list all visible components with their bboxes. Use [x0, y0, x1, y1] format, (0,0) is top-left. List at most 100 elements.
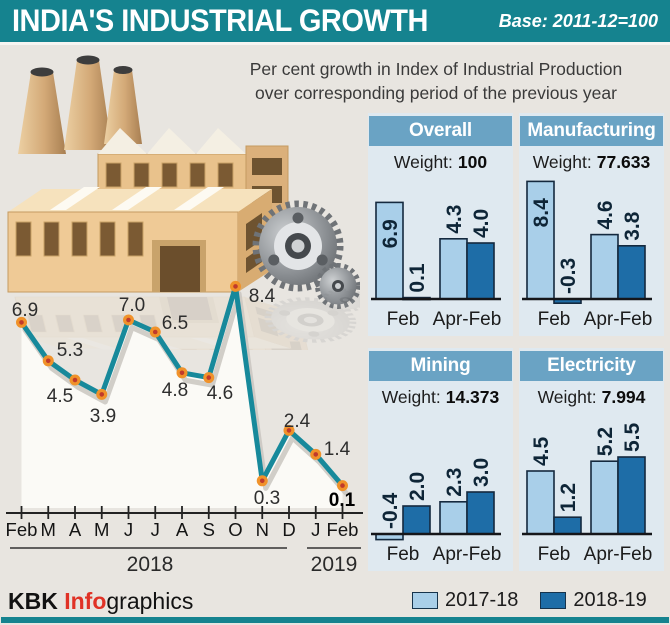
bar-2017-18-Feb — [375, 201, 404, 300]
window — [43, 221, 60, 257]
data-point-label: 7.0 — [119, 295, 145, 316]
legend-swatch — [540, 592, 567, 609]
data-point-center — [179, 370, 185, 376]
category-label: Apr-Feb — [433, 309, 502, 330]
bar-value-label: 1.2 — [557, 483, 580, 512]
month-label: J — [151, 519, 160, 540]
chimney-top — [30, 67, 54, 77]
credit-info: Info — [64, 588, 107, 614]
bar-2018-19-Apr-Feb — [466, 242, 495, 300]
bar-value-label: 8.4 — [530, 198, 553, 228]
bar-2017-18-Apr-Feb — [590, 460, 619, 535]
bar-2018-19-Feb — [402, 505, 431, 535]
credit-kbk: KBK — [8, 588, 58, 614]
panel-bar-chart: 6.90.1 Feb 4.3 4.0 Apr-Feb — [371, 201, 502, 330]
data-point-label: 5.3 — [57, 340, 83, 361]
panel-bar-chart: 4.51.2 Feb 5.2 5.5 Apr-Feb — [522, 422, 653, 565]
category-label: Feb — [387, 544, 420, 565]
bar-2017-18-Feb — [526, 470, 555, 535]
data-point-label: 4.6 — [207, 383, 233, 404]
bar-2017-18-Apr-Feb — [439, 238, 468, 300]
year-label: 2019 — [311, 553, 358, 576]
data-point-label: 0.3 — [254, 488, 280, 509]
panel-title: Mining — [369, 351, 512, 381]
category-label: Apr-Feb — [584, 544, 653, 565]
panel-title: Electricity — [520, 351, 663, 381]
data-point-label: 8.4 — [249, 286, 276, 307]
panel-weight: Weight: 7.994 — [519, 381, 664, 408]
bottom-strip — [1, 617, 669, 623]
roof-tooth — [147, 128, 196, 154]
month-label: A — [69, 519, 82, 540]
legend-item-2017-18: 2017-18 — [412, 589, 518, 612]
monthly-growth-line-chart: 6.9 5.3 4.5 3.9 7.0 6.5 4.8 4.6 8.4 0.3 2.4 1.4 0.1 F… — [6, 280, 363, 576]
bar-value-label: 2.0 — [406, 472, 429, 501]
bar-value-label: 4.0 — [470, 209, 493, 238]
category-label: Apr-Feb — [584, 309, 653, 330]
bar-value-label: 4.3 — [443, 205, 466, 234]
credit: KBK Infographics — [8, 588, 193, 615]
weight-value: 77.633 — [596, 152, 651, 172]
credit-graphics: graphics — [106, 588, 194, 614]
bar-2018-19-Feb — [553, 516, 582, 535]
door — [160, 246, 200, 292]
month-label: M — [41, 519, 56, 540]
bar-value-label: 6.9 — [379, 219, 402, 248]
category-label: Apr-Feb — [433, 544, 502, 565]
gear-icon — [252, 200, 344, 292]
panel-weight: Weight: 14.373 — [368, 381, 513, 408]
panel-title: Overall — [369, 116, 512, 146]
page-title: INDIA'S INDUSTRIAL GROWTH — [12, 2, 428, 39]
window — [99, 221, 116, 257]
category-label: Feb — [538, 309, 571, 330]
subtitle-line-2: over corresponding period of the previou… — [255, 83, 617, 103]
month-label: M — [94, 519, 109, 540]
legend-item-2018-19: 2018-19 — [540, 589, 647, 612]
subtitle-line-1: Per cent growth in Index of Industrial P… — [249, 59, 623, 79]
legend-label: 2017-18 — [445, 589, 519, 611]
chimney-icon — [64, 60, 112, 150]
weight-label: Weight: — [393, 152, 453, 172]
data-point-center — [206, 375, 212, 380]
chimney-top — [76, 55, 100, 65]
bar-2018-19-Apr-Feb — [617, 245, 646, 300]
data-point-label: 4.8 — [162, 380, 188, 401]
data-point-center — [19, 320, 24, 325]
bar-value-label: 5.5 — [621, 422, 644, 452]
trend-line-shadow — [22, 291, 349, 496]
data-point-center — [259, 478, 265, 484]
data-point-label: 2.4 — [284, 411, 311, 432]
area-under-line — [21, 286, 343, 508]
bar-2018-19-Apr-Feb — [617, 456, 646, 535]
weight-label: Weight: — [532, 152, 592, 172]
data-point-label: 6.9 — [12, 300, 38, 321]
base-note: Base: 2011-12=100 — [498, 10, 658, 31]
data-point-center — [72, 377, 78, 383]
data-point-center — [45, 358, 51, 364]
window — [252, 158, 282, 175]
month-label: D — [282, 519, 295, 540]
bar-2017-18-Apr-Feb — [439, 501, 468, 535]
window — [161, 162, 178, 188]
data-point-center — [99, 392, 105, 397]
window — [105, 162, 122, 188]
data-point-center — [313, 452, 319, 457]
chimney-icon — [104, 70, 142, 144]
bar-2018-19-Apr-Feb — [466, 491, 495, 535]
data-point-center — [340, 483, 345, 488]
factory-icon — [7, 55, 360, 309]
year-label: 2018 — [127, 553, 174, 576]
month-label: J — [124, 519, 133, 540]
legend-swatch — [412, 592, 438, 609]
bar-value-label: -0.4 — [379, 492, 402, 529]
title-bar: INDIA'S INDUSTRIAL GROWTH Base: 2011-12=… — [0, 0, 670, 45]
panel-overall: Overall Weight: 100 6.9 0.1 Feb 4.3 4.0 Apr-Feb — [368, 113, 513, 336]
month-label: J — [311, 519, 320, 540]
data-point-label: 4.5 — [47, 386, 73, 407]
roof-tooth — [98, 128, 147, 154]
bar-value-label: 4.5 — [530, 436, 553, 466]
window — [189, 162, 206, 188]
chimney-icon — [18, 72, 66, 154]
data-point-label: 3.9 — [90, 406, 116, 427]
